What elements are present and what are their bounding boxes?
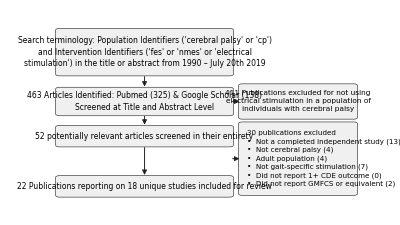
FancyBboxPatch shape	[56, 28, 234, 76]
Text: 22 Publications reporting on 18 unique studies included for review: 22 Publications reporting on 18 unique s…	[17, 182, 272, 191]
FancyBboxPatch shape	[56, 125, 234, 147]
Text: 52 potentially relevant articles screened in their entirety: 52 potentially relevant articles screene…	[36, 132, 254, 141]
Text: Search terminology: Population Identifiers ('cerebral palsy' or 'cp')
and Interv: Search terminology: Population Identifie…	[18, 36, 272, 68]
Text: 463 Articles Identified: Pubmed (325) & Google Scholar (138)
Screened at Title a: 463 Articles Identified: Pubmed (325) & …	[27, 91, 262, 112]
FancyBboxPatch shape	[238, 84, 358, 119]
Text: 411 Publications excluded for not using
electrical stimulation in a population o: 411 Publications excluded for not using …	[225, 90, 371, 112]
Text: 30 publications excluded
•  Not a completed independent study (13)
•  Not cerebr: 30 publications excluded • Not a complet…	[247, 130, 400, 187]
FancyBboxPatch shape	[56, 176, 234, 197]
FancyBboxPatch shape	[56, 87, 234, 116]
FancyBboxPatch shape	[238, 122, 358, 195]
